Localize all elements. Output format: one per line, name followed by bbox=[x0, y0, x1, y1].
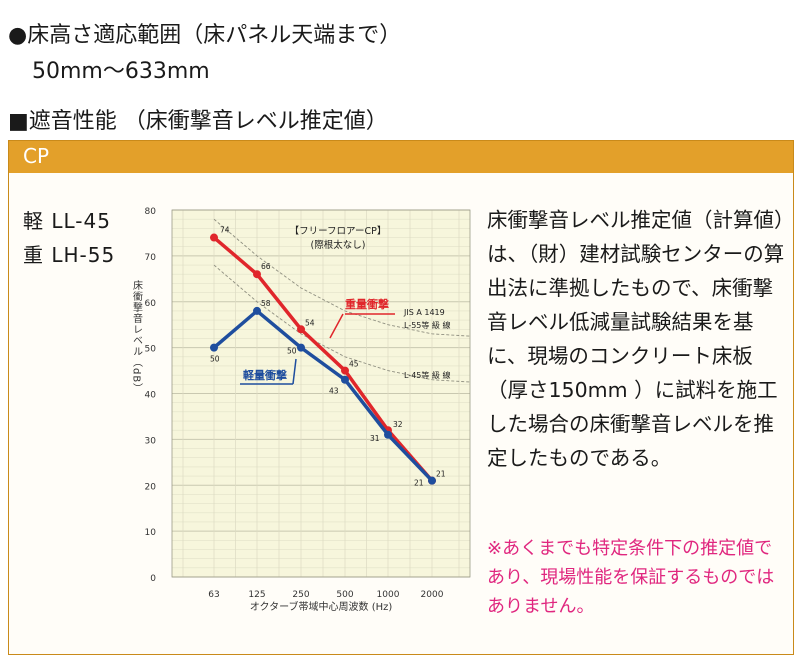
chart-subtitle: (際根太なし) bbox=[311, 239, 366, 251]
data-label: 45 bbox=[349, 360, 359, 369]
data-label: 54 bbox=[305, 318, 315, 327]
data-label: 21 bbox=[436, 470, 446, 479]
reference-standard-label: JIS A 1419 bbox=[403, 308, 445, 317]
plot-frame bbox=[171, 209, 471, 578]
data-point bbox=[341, 375, 349, 384]
data-point bbox=[297, 325, 305, 334]
panel-label: CP bbox=[23, 144, 50, 168]
y-tick-label: 70 bbox=[145, 253, 157, 263]
y-tick-label: 10 bbox=[145, 528, 157, 538]
x-tick-label: 1000 bbox=[377, 590, 400, 600]
range-value: 50mm〜633mm bbox=[32, 59, 210, 84]
description-text: 床衝撃音レベル推定値（計算値）は、（財）建材試験センターの算出法に準拠したもので… bbox=[487, 208, 785, 470]
data-label: 31 bbox=[370, 434, 380, 443]
data-label: 58 bbox=[261, 299, 271, 308]
data-point bbox=[384, 430, 392, 439]
x-axis-label: オクターブ帯域中心周波数 (Hz) bbox=[250, 600, 393, 613]
data-point bbox=[210, 343, 218, 352]
panel-header: CP bbox=[9, 141, 793, 173]
reference-curve-label: L-45等 級 線 bbox=[404, 370, 450, 380]
data-point bbox=[210, 233, 218, 242]
reference-curve bbox=[213, 218, 471, 337]
y-tick-label: 50 bbox=[145, 345, 157, 355]
data-point bbox=[341, 366, 349, 375]
series-line bbox=[212, 309, 434, 482]
legend-leader bbox=[292, 358, 297, 385]
reference-curve-label: L-55等 級 線 bbox=[404, 320, 450, 330]
range-title: ●床高さ適応範囲（床パネル天端まで） bbox=[8, 23, 402, 48]
data-point bbox=[428, 476, 436, 485]
series-line bbox=[212, 236, 434, 482]
y-tick-label: 60 bbox=[145, 299, 157, 309]
x-tick-label: 500 bbox=[336, 590, 353, 600]
data-point bbox=[253, 270, 261, 279]
y-tick-label: 80 bbox=[145, 207, 157, 217]
data-label: 32 bbox=[393, 420, 403, 429]
x-tick-label: 250 bbox=[292, 590, 309, 600]
heavy-impact-rating: 重 LH-55 bbox=[23, 243, 116, 267]
series-label-heavy: 重量衝撃 bbox=[345, 297, 389, 311]
section-title: ■遮音性能 （床衝撃音レベル推定値） bbox=[8, 109, 388, 134]
series-label-light: 軽量衝撃 bbox=[243, 368, 287, 382]
y-tick-label: 40 bbox=[145, 391, 157, 401]
light-impact-rating: 軽 LL-45 bbox=[23, 209, 111, 233]
y-tick-label: 20 bbox=[145, 482, 157, 492]
data-point bbox=[253, 306, 261, 315]
disclaimer-note: ※あくまでも特定条件下の推定値であり、現場性能を保証するものではありません。 bbox=[487, 538, 775, 617]
data-label: 21 bbox=[414, 479, 424, 488]
data-label: 50 bbox=[287, 347, 297, 356]
chart-title: 【フリーフロアーCP】 bbox=[290, 226, 387, 237]
y-tick-label: 30 bbox=[145, 436, 157, 446]
y-axis-label: 床衝撃音レベル（dB） bbox=[131, 279, 143, 394]
x-tick-label: 63 bbox=[208, 590, 219, 600]
data-label: 66 bbox=[261, 262, 271, 271]
x-tick-label: 125 bbox=[248, 590, 265, 600]
y-tick-label: 0 bbox=[150, 574, 156, 584]
data-point bbox=[297, 343, 305, 352]
data-label: 50 bbox=[210, 355, 220, 364]
x-tick-label: 2000 bbox=[421, 590, 444, 600]
data-label: 43 bbox=[329, 387, 339, 396]
data-label: 74 bbox=[220, 226, 230, 235]
legend-leader bbox=[329, 313, 344, 339]
reference-curve bbox=[213, 264, 471, 383]
